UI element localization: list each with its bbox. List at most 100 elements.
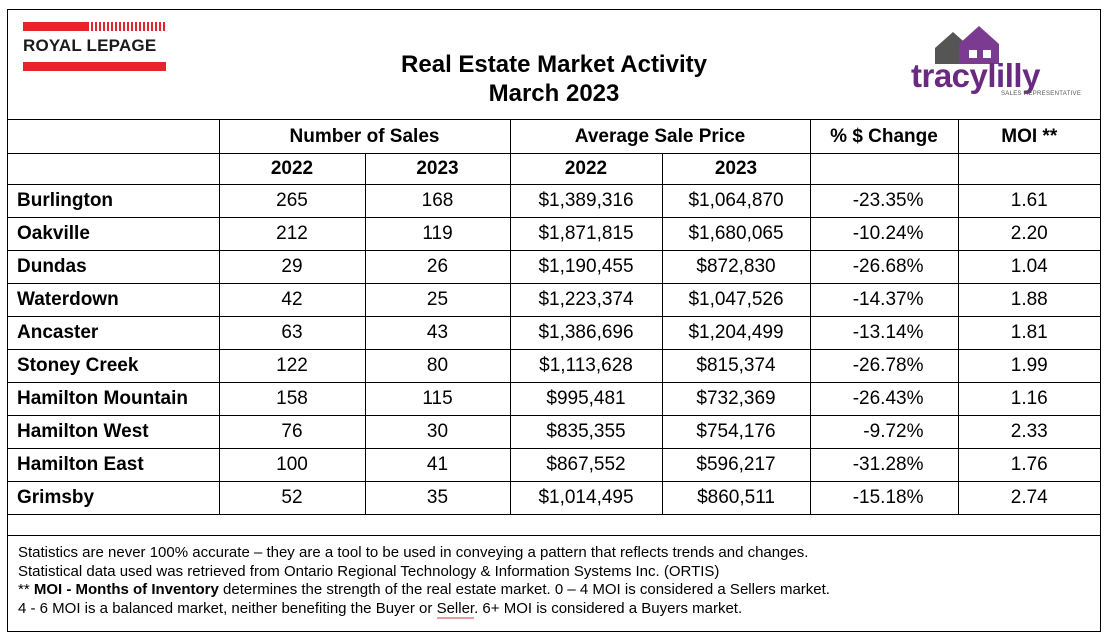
page-title: Real Estate Market Activity March 2023	[8, 50, 1100, 108]
logo-red-bar-bottom	[23, 62, 166, 71]
area-cell: Stoney Creek	[8, 349, 220, 383]
price-2023-cell: $1,204,499	[661, 316, 811, 350]
footnote-3-rest: determines the strength of the real esta…	[218, 581, 830, 598]
group-moi: MOI **	[957, 119, 1100, 154]
area-cell: Waterdown	[8, 283, 220, 317]
area-cell: Grimsby	[8, 481, 220, 515]
moi-cell: 1.88	[957, 283, 1100, 317]
sales-2022-cell: 42	[218, 283, 366, 317]
sales-2022-cell: 212	[218, 217, 366, 251]
sales-2023-cell: 80	[364, 349, 511, 383]
sales-2023-cell: 119	[364, 217, 511, 251]
table-row: Ancaster 63 43 $1,386,696 $1,204,499 -13.14% 1…	[8, 316, 1100, 350]
year-price-2022: 2022	[509, 153, 663, 185]
moi-cell: 2.33	[957, 415, 1100, 449]
title-line-2: March 2023	[488, 80, 620, 107]
area-cell: Hamilton West	[8, 415, 220, 449]
area-cell: Hamilton Mountain	[8, 382, 220, 416]
sales-2023-cell: 26	[364, 250, 511, 284]
table-row: Hamilton West 76 30 $835,355 $754,176 -9.72% 2…	[8, 415, 1100, 449]
moi-cell: 1.61	[957, 184, 1100, 218]
price-2023-cell: $732,369	[661, 382, 811, 416]
change-cell: -26.78%	[809, 349, 959, 383]
area-cell: Dundas	[8, 250, 220, 284]
area-cell: Oakville	[8, 217, 220, 251]
year-sales-2022: 2022	[218, 153, 366, 185]
table-row: Waterdown 42 25 $1,223,374 $1,047,526 -14.37%…	[8, 283, 1100, 317]
change-cell: -14.37%	[809, 283, 959, 317]
change-cell: -13.14%	[809, 316, 959, 350]
price-2022-cell: $1,014,495	[509, 481, 663, 515]
price-2022-cell: $1,223,374	[509, 283, 663, 317]
corner-cell	[8, 119, 220, 154]
market-table: Number of Sales Average Sale Price % $ C…	[8, 119, 1100, 515]
footnote-4-suffix: . 6+ MOI is considered a Buyers market.	[474, 599, 743, 617]
sales-2022-cell: 158	[218, 382, 366, 416]
table-row: Burlington 265 168 $1,389,316 $1,064,870 -23.…	[8, 184, 1100, 218]
report-frame: ROYAL LEPAGE Real Estate Market Activity…	[7, 9, 1101, 632]
change-cell: -26.43%	[809, 382, 959, 416]
sales-2022-cell: 29	[218, 250, 366, 284]
houses-icon	[935, 26, 999, 64]
price-2022-cell: $1,113,628	[509, 349, 663, 383]
moi-cell: 1.99	[957, 349, 1100, 383]
royal-lepage-logo: ROYAL LEPAGE	[23, 22, 166, 71]
footnote-line-1: Statistics are never 100% accurate – the…	[18, 544, 809, 561]
empty-change-header	[809, 153, 959, 185]
group-header-row: Number of Sales Average Sale Price % $ C…	[8, 119, 1100, 154]
group-average-sale-price: Average Sale Price	[509, 119, 811, 154]
logo-text: ROYAL LEPAGE	[23, 36, 157, 55]
moi-cell: 1.76	[957, 448, 1100, 482]
change-cell: -26.68%	[809, 250, 959, 284]
sales-2023-cell: 115	[364, 382, 511, 416]
moi-cell: 1.04	[957, 250, 1100, 284]
moi-cell: 2.20	[957, 217, 1100, 251]
price-2023-cell: $596,217	[661, 448, 811, 482]
footnote-line-3: ** MOI - Months of Inventory determines …	[18, 581, 1100, 600]
sales-2022-cell: 122	[218, 349, 366, 383]
table-row: Hamilton East 100 41 $867,552 $596,217 -31.28…	[8, 448, 1100, 482]
group-number-of-sales: Number of Sales	[218, 119, 511, 154]
table-row: Hamilton Mountain 158 115 $995,481 $732,369-…	[8, 382, 1100, 416]
price-2023-cell: $1,680,065	[661, 217, 811, 251]
table-row: Grimsby 52 35 $1,014,495 $860,511 -15.18% 2.74	[8, 481, 1100, 515]
moi-cell: 2.74	[957, 481, 1100, 515]
footnote-4-seller: Seller	[436, 599, 475, 619]
sales-2023-cell: 30	[364, 415, 511, 449]
price-2022-cell: $1,389,316	[509, 184, 663, 218]
sales-2023-cell: 41	[364, 448, 511, 482]
tracylilly-wordmark: tracylilly	[911, 57, 1040, 94]
change-cell: -15.18%	[809, 481, 959, 515]
sales-2023-cell: 43	[364, 316, 511, 350]
change-cell: -10.24%	[809, 217, 959, 251]
change-cell: -9.72%	[809, 415, 959, 449]
price-2022-cell: $995,481	[509, 382, 663, 416]
table-row: Dundas 29 26 $1,190,455 $872,830 -26.68% 1.04	[8, 250, 1100, 284]
logo-ticks-top	[87, 22, 166, 31]
title-line-1: Real Estate Market Activity	[401, 51, 707, 78]
price-2022-cell: $835,355	[509, 415, 663, 449]
table-row: Oakville 212 119 $1,871,815 $1,680,065 -10.24…	[8, 217, 1100, 251]
area-cell: Burlington	[8, 184, 220, 218]
table-row: Stoney Creek 122 80 $1,113,628 $815,374 -26.7…	[8, 349, 1100, 383]
sales-2023-cell: 35	[364, 481, 511, 515]
year-price-2023: 2023	[661, 153, 811, 185]
footnote-line-2: Statistical data used was retrieved from…	[18, 562, 720, 580]
moi-cell: 1.16	[957, 382, 1100, 416]
footnote-3-bold: MOI - Months of Inventory	[33, 581, 219, 598]
sales-2022-cell: 63	[218, 316, 366, 350]
price-2023-cell: $860,511	[661, 481, 811, 515]
footnote-3-prefix: **	[18, 581, 34, 598]
price-2023-cell: $872,830	[661, 250, 811, 284]
price-2023-cell: $815,374	[661, 349, 811, 383]
footnote-line-4: 4 - 6 MOI is a balanced market, neither …	[18, 599, 1100, 619]
year-sales-2023: 2023	[364, 153, 511, 185]
price-2023-cell: $1,064,870	[661, 184, 811, 218]
change-cell: -23.35%	[809, 184, 959, 218]
corner-cell-2	[8, 153, 220, 185]
footnote-4-prefix: 4 - 6 MOI is a balanced market, neither …	[18, 599, 437, 617]
header: ROYAL LEPAGE Real Estate Market Activity…	[8, 10, 1100, 119]
tracylilly-subtitle: SALES REPRESENTATIVE	[1001, 91, 1082, 97]
sales-2022-cell: 52	[218, 481, 366, 515]
price-2023-cell: $754,176	[661, 415, 811, 449]
